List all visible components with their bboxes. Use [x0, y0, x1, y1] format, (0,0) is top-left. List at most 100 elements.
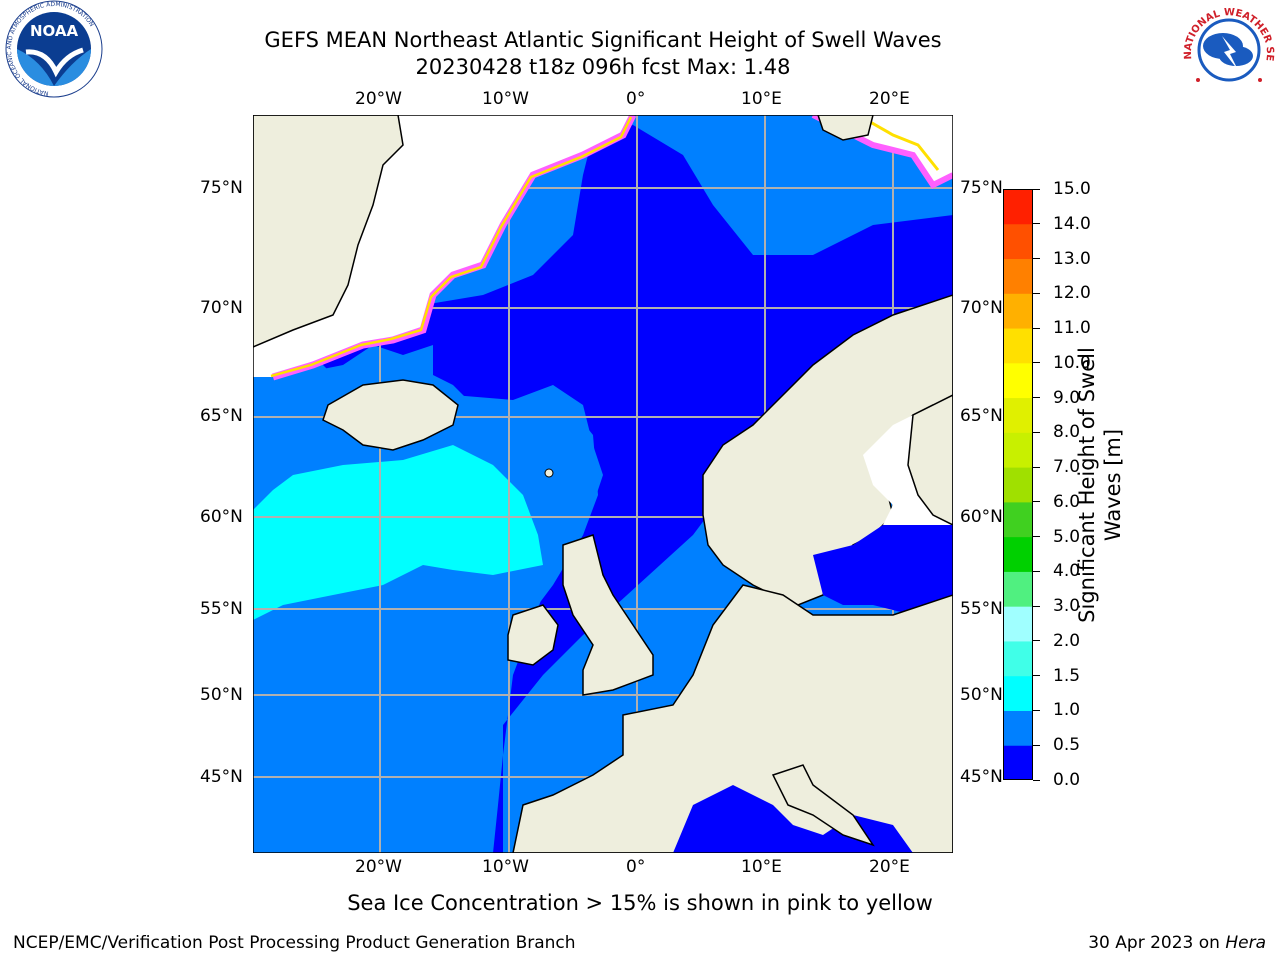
ireland	[507, 604, 559, 666]
colorbar-bin	[1003, 501, 1033, 538]
colorbar-tick-mark	[1033, 744, 1040, 746]
greenland	[253, 115, 404, 348]
svalbard	[817, 115, 874, 141]
chart-subtitle: 20230428 t18z 096h fcst Max: 1.48	[415, 55, 791, 79]
colorbar-tick-label: 11.0	[1053, 318, 1091, 339]
colorbar-tick-mark	[1033, 466, 1040, 468]
lat-tick-left: 75°N	[200, 178, 243, 198]
colorbar-bin	[1003, 571, 1033, 607]
lat-tick-left: 60°N	[200, 507, 243, 527]
colorbar-bin	[1003, 467, 1033, 503]
lat-tick-right: 60°N	[960, 507, 1003, 527]
sea-ice-edge-svalbard-high	[864, 117, 940, 171]
colorbar-tick-mark	[1033, 188, 1040, 190]
colorbar-tick-mark	[1033, 258, 1040, 260]
colorbar-tick-label: 1.5	[1053, 665, 1081, 686]
colorbar-tick-label: 15.0	[1053, 179, 1091, 199]
colorbar-tick-label: 6.0	[1053, 491, 1081, 512]
colorbar-tick-mark	[1033, 327, 1040, 329]
great-britain	[562, 534, 654, 696]
lon-tick-bottom: 20°W	[355, 857, 402, 877]
colorbar-tick-label: 2.0	[1053, 630, 1081, 651]
colorbar-tick-label: 0.5	[1053, 735, 1081, 756]
sea-ice-edge-high	[270, 116, 633, 378]
colorbar-bin	[1003, 675, 1033, 711]
colorbar-tick-mark	[1033, 223, 1040, 225]
lat-tick-right: 70°N	[960, 298, 1003, 318]
chart-title: GEFS MEAN Northeast Atlantic Significant…	[264, 28, 942, 52]
colorbar-tick-label: 5.0	[1053, 526, 1081, 547]
colorbar-bin	[1003, 223, 1033, 260]
colorbar-bin	[1003, 293, 1033, 329]
lon-tick-top: 10°W	[482, 89, 529, 109]
lat-tick-right: 55°N	[960, 599, 1003, 619]
producer-credit: NCEP/EMC/Verification Post Processing Pr…	[13, 933, 576, 953]
swell-height-map	[253, 115, 953, 853]
nws-logo-icon: NATIONAL WEATHER SERVICE	[1178, 0, 1277, 98]
lon-tick-bottom: 0°	[626, 857, 646, 877]
colorbar-tick-mark	[1033, 570, 1040, 572]
colorbar-tick-label: 12.0	[1053, 283, 1091, 304]
run-date-text: 30 Apr 2023 on	[1088, 933, 1226, 953]
colorbar-tick-mark	[1033, 431, 1040, 433]
italy	[771, 764, 875, 847]
lat-tick-left: 55°N	[200, 599, 243, 619]
baltic-sea	[813, 525, 953, 615]
continental-europe	[512, 584, 953, 853]
colorbar-bin	[1003, 606, 1033, 642]
lat-tick-right: 45°N	[960, 767, 1003, 787]
colorbar-bin	[1003, 432, 1033, 468]
colorbar-tick-label: 1.0	[1053, 700, 1081, 721]
colorbar-tick-mark	[1033, 640, 1040, 642]
machine-name: Hera	[1225, 933, 1266, 953]
colorbar-bin	[1003, 189, 1033, 225]
colorbar-bin	[1003, 397, 1033, 433]
colorbar	[1003, 189, 1033, 780]
colorbar-tick-mark	[1033, 362, 1040, 364]
colorbar-bin	[1003, 258, 1033, 294]
colorbar-tick-mark	[1033, 397, 1040, 399]
lat-tick-right: 75°N	[960, 178, 1003, 198]
colorbar-tick-label: 0.0	[1053, 770, 1081, 790]
sea-ice-note: Sea Ice Concentration > 15% is shown in …	[347, 891, 933, 915]
noaa-center-text: NOAA	[30, 22, 79, 40]
lon-tick-bottom: 10°W	[482, 857, 529, 877]
colorbar-bin	[1003, 536, 1033, 572]
colorbar-tick-label: 13.0	[1053, 248, 1091, 269]
colorbar-tick-label: 4.0	[1053, 561, 1081, 582]
lat-tick-left: 50°N	[200, 685, 243, 705]
lat-tick-left: 70°N	[200, 298, 243, 318]
colorbar-tick-label: 3.0	[1053, 596, 1081, 617]
colorbar-bin	[1003, 640, 1033, 677]
lon-tick-bottom: 10°E	[741, 857, 782, 877]
lat-tick-right: 50°N	[960, 685, 1003, 705]
colorbar-bin	[1003, 362, 1033, 399]
colorbar-tick-label: 8.0	[1053, 422, 1081, 443]
ocean-1.0-1.5	[253, 445, 543, 620]
lon-tick-top: 20°E	[869, 89, 910, 109]
lon-tick-top: 0°	[626, 89, 646, 109]
faroe-islands	[544, 468, 554, 478]
iceland	[322, 379, 459, 451]
colorbar-tick-mark	[1033, 779, 1040, 781]
colorbar-tick-mark	[1033, 292, 1040, 294]
finland	[907, 394, 953, 526]
lat-tick-left: 45°N	[200, 767, 243, 787]
colorbar-tick-label: 10.0	[1053, 352, 1091, 373]
colorbar-tick-label: 7.0	[1053, 457, 1081, 478]
noaa-logo-icon: NATIONAL OCEANIC AND ATMOSPHERIC ADMINIS…	[5, 0, 103, 98]
colorbar-tick-mark	[1033, 605, 1040, 607]
lon-tick-top: 20°W	[355, 89, 402, 109]
colorbar-bin	[1003, 328, 1033, 364]
run-date: 30 Apr 2023 on Hera	[1088, 933, 1266, 953]
colorbar-tick-mark	[1033, 501, 1040, 503]
lon-tick-top: 10°E	[741, 89, 782, 109]
colorbar-tick-mark	[1033, 675, 1040, 677]
lon-tick-bottom: 20°E	[869, 857, 910, 877]
colorbar-bin	[1003, 745, 1033, 780]
lat-tick-right: 65°N	[960, 406, 1003, 426]
colorbar-bin	[1003, 710, 1033, 746]
colorbar-tick-mark	[1033, 709, 1040, 711]
lat-tick-left: 65°N	[200, 406, 243, 426]
colorbar-tick-label: 14.0	[1053, 213, 1091, 234]
